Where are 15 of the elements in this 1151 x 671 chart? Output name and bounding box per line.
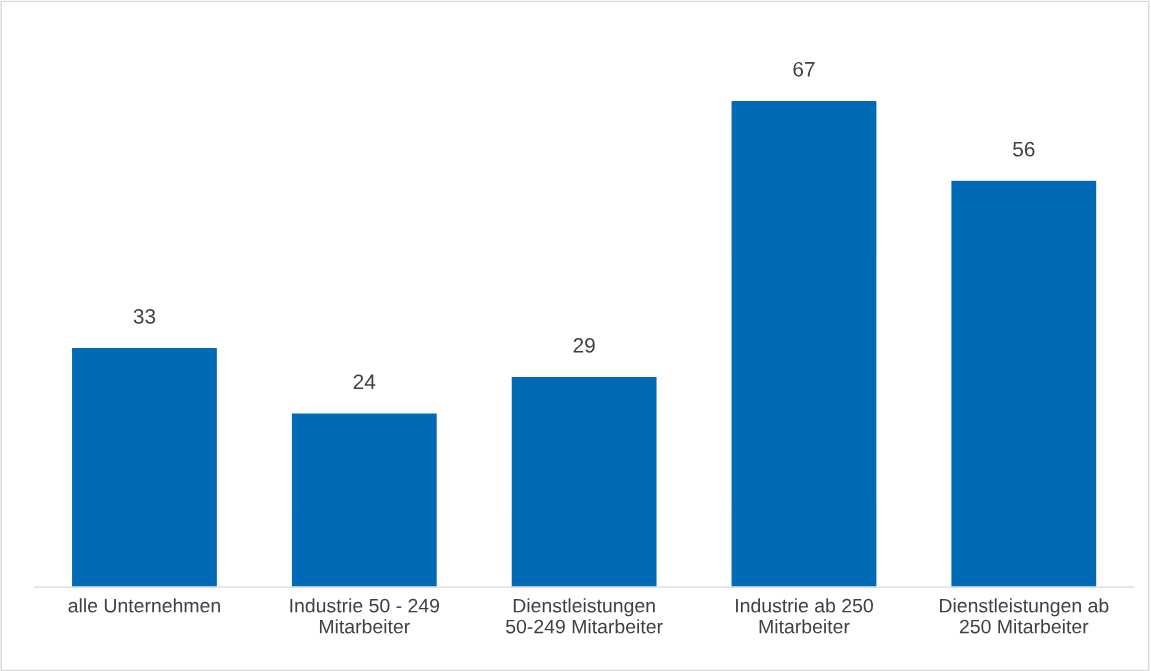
bar <box>290 412 439 588</box>
bar <box>730 99 878 588</box>
data-label: 67 <box>793 61 815 77</box>
data-label: 56 <box>1013 141 1035 157</box>
bar <box>510 375 658 588</box>
bar <box>70 346 219 588</box>
data-label: 29 <box>573 338 595 353</box>
x-tick-label: alle Unternehmen <box>68 598 220 613</box>
data-label: 24 <box>353 374 376 389</box>
x-tick-label: Industrie ab 250 Mitarbeiter <box>736 598 873 634</box>
x-tick-label: Industrie 50 - 249 Mitarbeiter <box>290 598 440 634</box>
x-tick-label: Dienstleistungen 50-249 Mitarbeiter <box>506 598 663 634</box>
x-tick-label: Dienstleistungen ab 250 Mitarbeiter <box>940 598 1109 634</box>
data-label: 33 <box>133 308 156 324</box>
bar <box>950 179 1098 588</box>
